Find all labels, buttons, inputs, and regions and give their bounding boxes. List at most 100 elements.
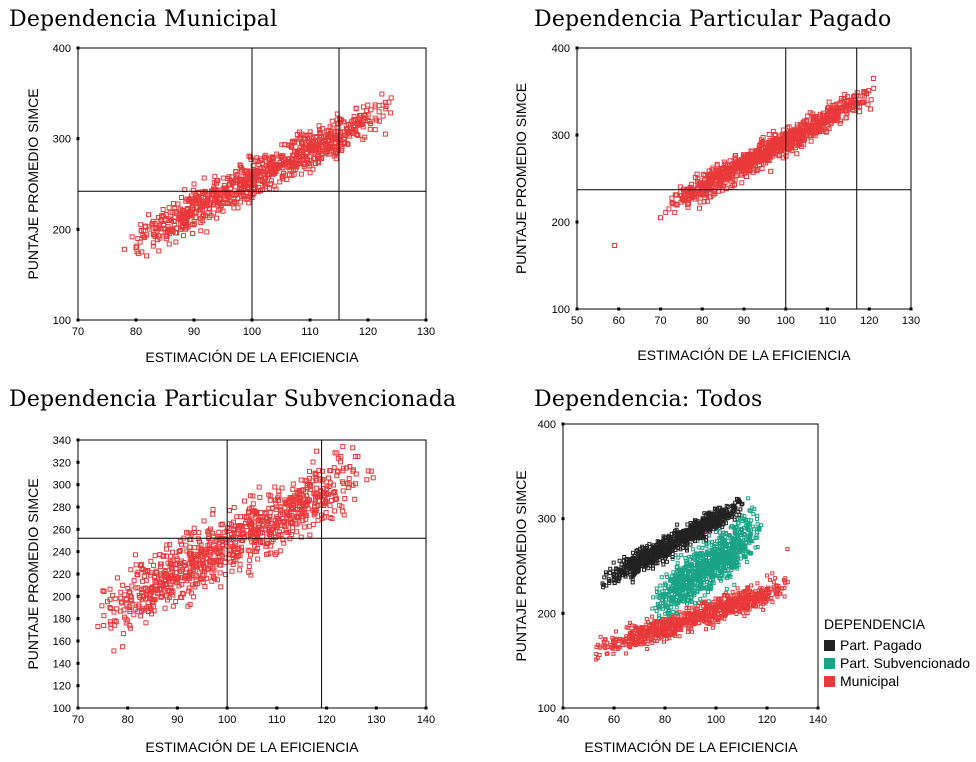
- data-point: [232, 506, 236, 510]
- data-point: [371, 476, 375, 480]
- data-point: [182, 234, 186, 238]
- data-point: [767, 132, 771, 136]
- data-point: [871, 77, 875, 81]
- x-tick-label: 130: [902, 315, 920, 327]
- y-tick-label: 400: [538, 419, 556, 431]
- x-tick-mark: [910, 308, 913, 311]
- data-point: [192, 526, 196, 530]
- data-point: [230, 569, 234, 573]
- data-point: [725, 587, 728, 590]
- y-tick-label: 300: [53, 134, 71, 146]
- y-tick-mark: [77, 662, 80, 665]
- data-point: [658, 614, 661, 617]
- data-point: [602, 641, 605, 644]
- data-point: [324, 511, 328, 515]
- data-point: [745, 561, 748, 564]
- x-tick-mark: [766, 707, 769, 710]
- data-point: [827, 100, 831, 104]
- data-point: [631, 581, 634, 584]
- data-point: [121, 583, 125, 587]
- chart-title: Dependencia Particular Subvencionada: [9, 387, 456, 412]
- x-tick-label: 80: [122, 714, 134, 726]
- data-point: [381, 114, 385, 118]
- y-tick-label: 400: [53, 43, 71, 55]
- data-point: [675, 606, 678, 609]
- data-point: [756, 517, 759, 520]
- x-tick-mark: [275, 707, 278, 710]
- y-tick-mark: [562, 423, 565, 426]
- data-point: [775, 584, 778, 587]
- x-tick-mark: [868, 308, 871, 311]
- x-tick-mark: [176, 707, 179, 710]
- data-point: [774, 577, 777, 580]
- data-point: [197, 531, 201, 535]
- data-point: [134, 563, 138, 567]
- x-axis-label: ESTIMACIÓN DE LA EFICIENCIA: [637, 347, 851, 363]
- y-tick-mark: [77, 506, 80, 509]
- data-point: [238, 568, 242, 572]
- data-point: [645, 648, 648, 651]
- y-tick-mark: [77, 573, 80, 576]
- data-point: [223, 560, 227, 564]
- data-point: [202, 176, 206, 180]
- data-point: [193, 546, 197, 550]
- data-point: [167, 206, 171, 210]
- data-point: [691, 548, 694, 551]
- y-tick-label: 280: [53, 502, 71, 514]
- data-point: [365, 478, 369, 482]
- x-tick-label: 120: [860, 315, 878, 327]
- data-point: [736, 587, 739, 590]
- data-point: [199, 229, 203, 233]
- data-point: [665, 634, 668, 637]
- y-tick-label: 100: [538, 703, 556, 715]
- data-point: [676, 612, 679, 615]
- y-tick-mark: [77, 228, 80, 231]
- data-point: [383, 132, 387, 136]
- x-tick-label: 90: [188, 326, 200, 338]
- x-tick-mark: [701, 308, 704, 311]
- data-point: [740, 528, 743, 531]
- y-tick-label: 100: [53, 315, 71, 327]
- y-tick-label: 300: [538, 514, 556, 526]
- y-tick-mark: [576, 47, 579, 50]
- x-tick-label: 80: [130, 326, 142, 338]
- x-tick-mark: [375, 707, 378, 710]
- x-tick-label: 130: [417, 326, 435, 338]
- data-point: [256, 557, 260, 561]
- y-tick-label: 240: [53, 547, 71, 559]
- y-tick-label: 140: [53, 658, 71, 670]
- data-point: [703, 594, 706, 597]
- data-point: [651, 607, 654, 610]
- data-point: [756, 582, 759, 585]
- x-tick-mark: [664, 707, 667, 710]
- data-point: [698, 200, 702, 204]
- y-tick-mark: [77, 461, 80, 464]
- x-tick-label: 70: [654, 315, 666, 327]
- data-point: [735, 613, 738, 616]
- data-point: [639, 643, 642, 646]
- x-tick-label: 80: [659, 714, 671, 726]
- x-tick-mark: [367, 319, 370, 322]
- y-tick-mark: [562, 517, 565, 520]
- y-tick-mark: [77, 617, 80, 620]
- data-point: [108, 587, 112, 591]
- y-tick-label: 340: [53, 435, 71, 447]
- data-point: [264, 510, 268, 514]
- data-point: [662, 607, 665, 610]
- y-tick-mark: [77, 319, 80, 322]
- y-tick-mark: [77, 47, 80, 50]
- x-tick-mark: [715, 707, 718, 710]
- data-point: [102, 614, 106, 618]
- data-point: [153, 554, 157, 558]
- chart-title: Dependencia: Todos: [534, 387, 763, 412]
- y-tick-label: 200: [552, 217, 570, 229]
- data-point: [756, 531, 759, 534]
- y-tick-label: 180: [53, 614, 71, 626]
- data-point: [737, 522, 740, 525]
- x-tick-label: 130: [367, 714, 385, 726]
- data-point: [273, 485, 277, 489]
